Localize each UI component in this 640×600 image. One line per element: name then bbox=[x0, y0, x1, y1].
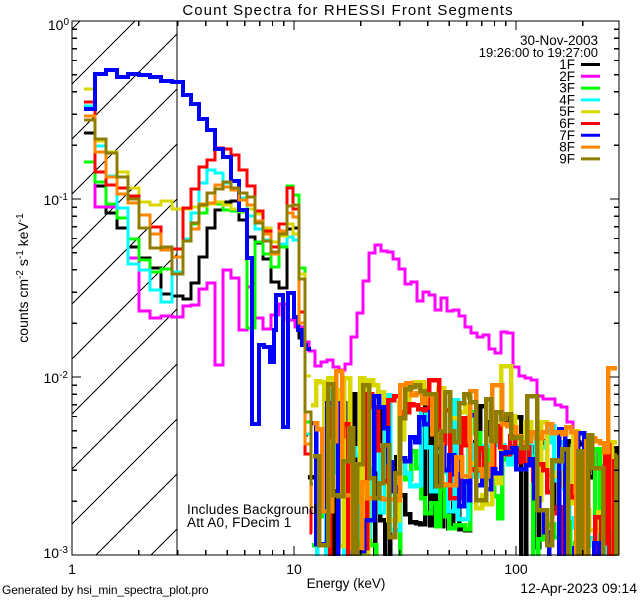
svg-text:Energy (keV): Energy (keV) bbox=[307, 576, 386, 591]
svg-text:Att A0, FDecim 1: Att A0, FDecim 1 bbox=[187, 515, 291, 530]
svg-text:1: 1 bbox=[68, 561, 76, 577]
svg-text:9F: 9F bbox=[559, 151, 575, 166]
svg-text:5F: 5F bbox=[559, 104, 575, 119]
svg-text:Generated by hsi_min_spectra_p: Generated by hsi_min_spectra_plot.pro bbox=[2, 583, 209, 597]
svg-text:30-Nov-2003: 30-Nov-2003 bbox=[520, 33, 598, 48]
svg-text:Includes Background: Includes Background bbox=[187, 502, 317, 517]
svg-text:7F: 7F bbox=[559, 128, 575, 143]
svg-text:Count Spectra for RHESSI Front: Count Spectra for RHESSI Front Segments bbox=[182, 2, 513, 19]
svg-text:4F: 4F bbox=[559, 92, 575, 107]
svg-text:8F: 8F bbox=[559, 140, 575, 155]
svg-text:12-Apr-2023 09:14: 12-Apr-2023 09:14 bbox=[520, 580, 637, 596]
svg-text:3F: 3F bbox=[559, 81, 575, 96]
svg-text:2F: 2F bbox=[559, 69, 575, 84]
svg-text:100: 100 bbox=[504, 561, 528, 577]
svg-text:6F: 6F bbox=[559, 116, 575, 131]
svg-text:19:26:00 to 19:27:00: 19:26:00 to 19:27:00 bbox=[479, 45, 598, 60]
svg-text:10: 10 bbox=[286, 561, 302, 577]
svg-text:1F: 1F bbox=[559, 57, 575, 72]
svg-text:counts cm-2 s-1 keV-1: counts cm-2 s-1 keV-1 bbox=[15, 213, 31, 343]
